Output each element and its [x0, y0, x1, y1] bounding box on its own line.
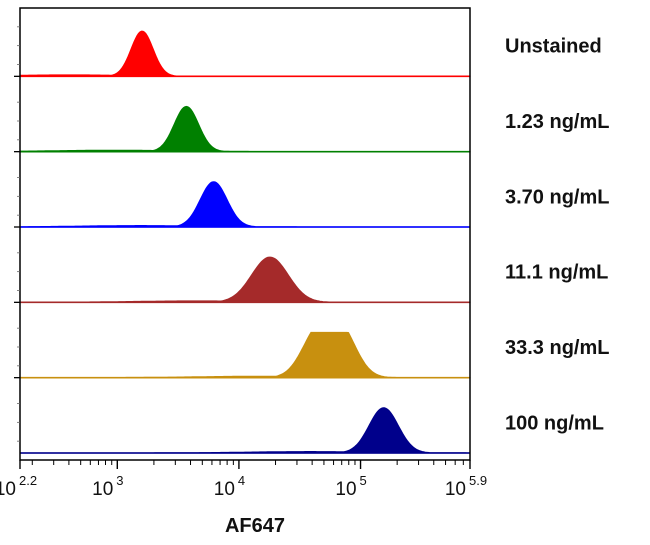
x-tick-exponent-1: 2.2 [19, 473, 37, 488]
x-tick-exponent-3: 4 [238, 473, 245, 488]
x-tick-exponent-4: 5 [360, 473, 367, 488]
histogram-lanes [19, 30, 471, 454]
lane-label-4: 11.1 ng/mL [505, 262, 608, 284]
histogram-1 [19, 30, 471, 77]
lane-labels: Unstained 1.23 ng/mL 3.70 ng/mL 11.1 ng/mL 3… [505, 36, 609, 435]
x-tick-exponent-2: 3 [116, 473, 123, 488]
lane-label-6: 100 ng/mL [505, 412, 604, 434]
x-tick-label-2: 10 [92, 479, 113, 500]
plot-frame [19, 7, 471, 461]
x-tick-label-1: 10 [0, 479, 16, 500]
x-tick-label-5: 10 [445, 479, 466, 500]
lane-label-2: 1.23 ng/mL [505, 111, 609, 133]
x-axis: 10 2.2 10 3 10 4 10 5 10 5.9 [0, 460, 487, 500]
histogram-3 [19, 181, 470, 228]
lane-label-3: 3.70 ng/mL [505, 186, 609, 208]
y-axis-ticks [14, 26, 20, 442]
histogram-2 [19, 105, 471, 153]
x-tick-label-4: 10 [335, 479, 356, 500]
x-tick-label-3: 10 [214, 479, 235, 500]
x-axis-title: AF647 [225, 515, 285, 537]
histogram-4 [19, 256, 471, 303]
lane-label-5: 33.3 ng/mL [505, 337, 609, 359]
lane-label-1: Unstained [505, 36, 602, 58]
x-tick-exponent-5: 5.9 [469, 473, 487, 488]
histogram-6 [20, 407, 470, 454]
histogram-5 [19, 331, 471, 379]
